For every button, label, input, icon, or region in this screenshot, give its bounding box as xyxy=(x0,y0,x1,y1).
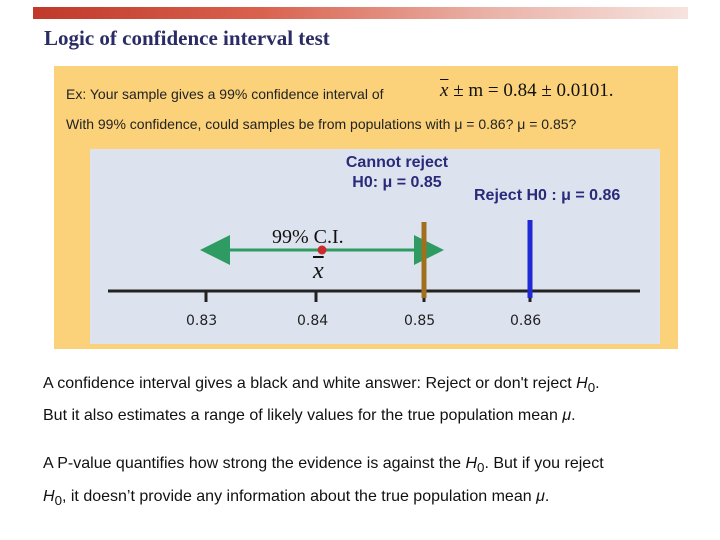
tick-label-083: 0.83 xyxy=(186,313,218,329)
paragraph-1-h: H xyxy=(576,375,588,392)
paragraph-4-text: , it doesn’t provide any information abo… xyxy=(61,488,537,505)
title-accent-bar xyxy=(33,7,688,19)
paragraph-1-end: . xyxy=(595,375,600,392)
xbar-label: x xyxy=(313,258,324,284)
tick-label-084: 0.84 xyxy=(297,313,329,329)
paragraph-3-h: H xyxy=(465,455,478,472)
paragraph-4-sub: 0 xyxy=(54,493,62,509)
slide-title: Logic of confidence interval test xyxy=(44,26,330,50)
question-line: With 99% confidence, could samples be fr… xyxy=(66,116,577,132)
formula-xbar: x xyxy=(440,80,449,101)
paragraph-4-mu: μ xyxy=(536,488,545,505)
paragraph-2-end: . xyxy=(571,407,576,424)
paragraph-2-text: But it also estimates a range of likely … xyxy=(43,407,563,424)
paragraph-2-mu: μ xyxy=(562,407,572,424)
paragraph-4-end: . xyxy=(544,488,550,505)
ci-formula: x ± m = 0.84 ± 0.0101. xyxy=(440,80,614,102)
paragraph-4: H0, it doesn’t provide any information a… xyxy=(43,488,549,508)
paragraph-3-text: A P-value quantifies how strong the evid… xyxy=(43,455,466,472)
paragraph-1-sub: 0 xyxy=(587,380,596,396)
example-line: Ex: Your sample gives a 99% confidence i… xyxy=(66,86,384,102)
tick-label-085: 0.85 xyxy=(404,313,436,329)
formula-margin: ± m = 0.84 ± 0.0101. xyxy=(448,80,614,101)
cannot-reject-line2: H0: μ = 0.85 xyxy=(352,174,442,191)
sample-mean-point xyxy=(317,245,327,255)
paragraph-1-text: A confidence interval gives a black and … xyxy=(43,375,577,392)
paragraph-3: A P-value quantifies how strong the evid… xyxy=(43,455,604,475)
reject-label: Reject H0 : μ = 0.86 xyxy=(474,187,621,204)
paragraph-2: But it also estimates a range of likely … xyxy=(43,407,576,425)
paragraph-3-sub: 0 xyxy=(477,460,485,476)
paragraph-4-h: H xyxy=(43,488,55,505)
cannot-reject-label: Cannot reject H0: μ = 0.85 xyxy=(338,153,456,193)
cannot-reject-line1: Cannot reject xyxy=(345,154,449,171)
paragraph-1: A confidence interval gives a black and … xyxy=(43,375,600,395)
tick-label-086: 0.86 xyxy=(510,313,542,329)
paragraph-3-end: . But if you reject xyxy=(484,455,604,472)
